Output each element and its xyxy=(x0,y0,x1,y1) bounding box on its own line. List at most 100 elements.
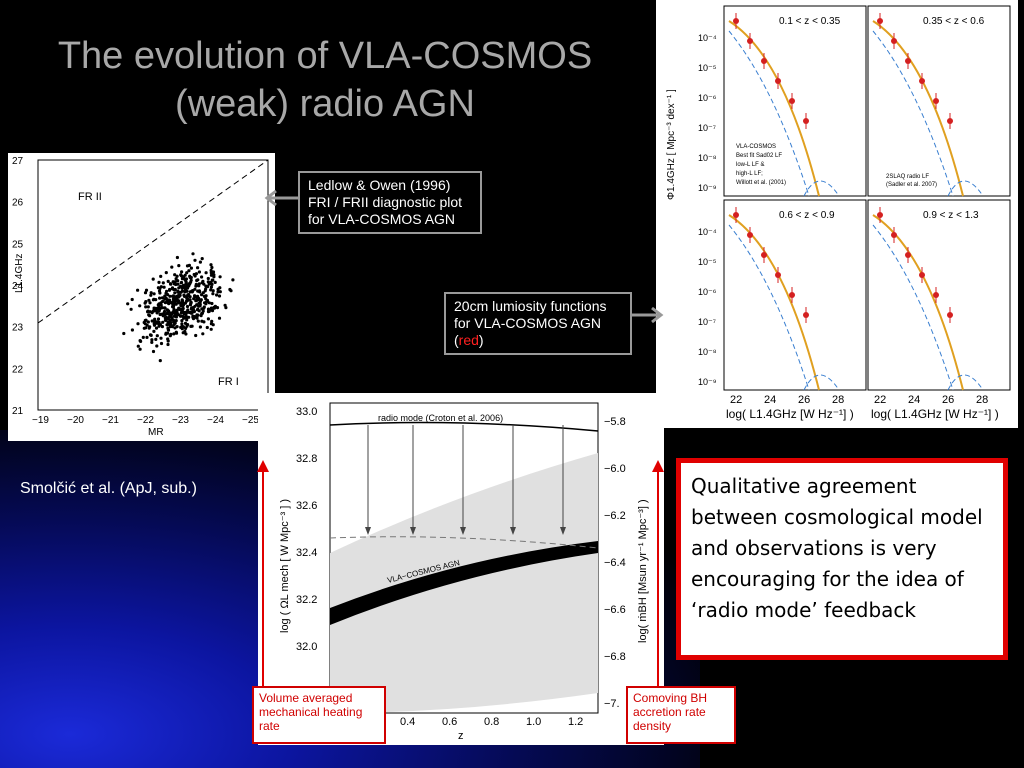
scatter-point xyxy=(210,265,214,270)
scatter-point xyxy=(210,301,214,306)
lf-ytick: 10⁻⁶ xyxy=(698,287,717,297)
scatter-point xyxy=(204,284,208,288)
scatter-point xyxy=(209,285,213,289)
scatter-point xyxy=(176,301,180,305)
model-ytick-right: −7. xyxy=(604,698,620,710)
scatter-point xyxy=(146,305,150,309)
scatter-point xyxy=(175,308,179,312)
scatter-point xyxy=(171,318,175,322)
scatter-point xyxy=(187,269,191,273)
scatter-point xyxy=(171,310,175,314)
model-xtick: 1.0 xyxy=(526,716,541,728)
scatter-point xyxy=(172,303,176,307)
scatter-point xyxy=(154,298,158,302)
lf-panel: 0.1 < z < 0.35 10⁻⁴ 10⁻⁵ 10⁻⁶ 10⁻⁷ 10⁻⁸ 10⁻⁹ xyxy=(698,5,867,197)
scatter-point xyxy=(164,332,168,336)
scatter-point xyxy=(185,297,189,301)
scatter-point xyxy=(209,273,213,277)
scatter-point xyxy=(217,294,222,298)
lf-data-point xyxy=(733,18,739,24)
scatter-point xyxy=(180,324,184,328)
scatter-point xyxy=(212,305,216,309)
scatter-point xyxy=(200,257,204,261)
scatter-point xyxy=(188,298,192,302)
lf-data-point xyxy=(775,78,781,84)
model-xlabel: z xyxy=(458,730,464,742)
scatter-point xyxy=(153,321,157,325)
lf-xtick: 22 xyxy=(874,394,886,406)
scatter-point xyxy=(209,280,213,284)
scatter-point xyxy=(148,325,152,329)
scatter-point xyxy=(145,323,149,327)
scatter-point xyxy=(166,342,170,347)
scatter-point xyxy=(184,277,188,281)
scatter-point xyxy=(146,320,150,324)
scatter-point xyxy=(151,277,155,281)
scatter-point xyxy=(177,313,181,317)
scatter-ytick: 26 xyxy=(12,198,24,209)
scatter-ytick: 22 xyxy=(12,364,24,375)
scatter-point xyxy=(196,313,200,317)
scatter-point xyxy=(210,309,215,313)
scatter-xtick: −20 xyxy=(67,415,84,426)
scatter-point xyxy=(182,316,186,320)
lf-data-point xyxy=(803,118,809,124)
scatter-point xyxy=(173,291,177,295)
scatter-point xyxy=(155,344,159,348)
scatter-point xyxy=(211,278,215,282)
scatter-point xyxy=(148,301,152,305)
scatter-point xyxy=(200,275,204,279)
scatter-point xyxy=(147,298,151,302)
scatter-point xyxy=(190,324,194,328)
model-ytick-right: −6.2 xyxy=(604,510,626,522)
scatter-point xyxy=(130,328,134,332)
lf-panel-label: 0.6 < z < 0.9 xyxy=(779,210,835,221)
lf-panel: 0.9 < z < 1.3 22 24 26 28 xyxy=(867,199,1011,406)
scatter-ytick: 21 xyxy=(12,406,24,417)
right-red-arrow xyxy=(652,460,664,688)
scatter-point xyxy=(172,322,176,326)
lf-xtick: 22 xyxy=(730,394,742,406)
lf-data-point xyxy=(747,232,753,238)
lf-data-point xyxy=(919,272,925,278)
lf-data-point xyxy=(877,212,883,218)
scatter-point xyxy=(150,319,154,323)
lf-data-point xyxy=(775,272,781,278)
accretion-rate-label: Comoving BH accretion rate density xyxy=(626,686,736,744)
lf-ytick: 10⁻⁷ xyxy=(698,317,716,327)
scatter-point xyxy=(183,273,187,277)
scatter-point xyxy=(160,325,164,329)
scatter-point xyxy=(138,304,142,308)
lf-data-point xyxy=(933,292,939,298)
scatter-point xyxy=(217,316,222,320)
scatter-point xyxy=(161,320,165,324)
scatter-point xyxy=(174,315,178,319)
lf-data-point xyxy=(789,98,795,104)
scatter-point xyxy=(142,320,146,325)
qualitative-box: Qualitative agreement between cosmologic… xyxy=(676,458,1008,660)
scatter-point xyxy=(187,263,191,267)
scatter-point xyxy=(202,305,206,309)
scatter-point xyxy=(163,294,167,298)
lf-panel-label: 0.1 < z < 0.35 xyxy=(779,16,841,27)
scatter-point xyxy=(196,278,200,282)
scatter-point xyxy=(215,293,219,297)
scatter-point xyxy=(189,266,193,270)
scatter-point xyxy=(158,296,162,300)
left-red-arrow xyxy=(257,460,269,688)
scatter-point xyxy=(184,280,188,284)
model-xtick: 0.6 xyxy=(442,716,457,728)
luminosity-function-plot: 0.1 < z < 0.35 10⁻⁴ 10⁻⁵ 10⁻⁶ 10⁻⁷ 10⁻⁸ 10⁻⁹ 0.… xyxy=(656,0,1018,428)
scatter-point xyxy=(182,312,186,316)
scatter-point xyxy=(200,312,204,316)
scatter-ylabel: L1.4GHz xyxy=(14,254,25,293)
scatter-point xyxy=(141,335,145,339)
model-arrow xyxy=(510,527,516,535)
scatter-point xyxy=(157,305,161,309)
scatter-point xyxy=(210,319,214,323)
scatter-point xyxy=(144,288,149,292)
scatter-point xyxy=(183,321,188,325)
scatter-point xyxy=(191,289,195,293)
scatter-point xyxy=(194,333,198,338)
scatter-point xyxy=(159,341,164,346)
